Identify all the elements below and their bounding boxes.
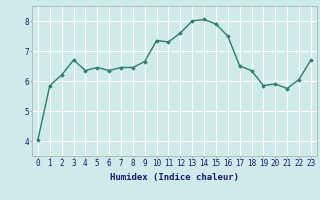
X-axis label: Humidex (Indice chaleur): Humidex (Indice chaleur) bbox=[110, 173, 239, 182]
